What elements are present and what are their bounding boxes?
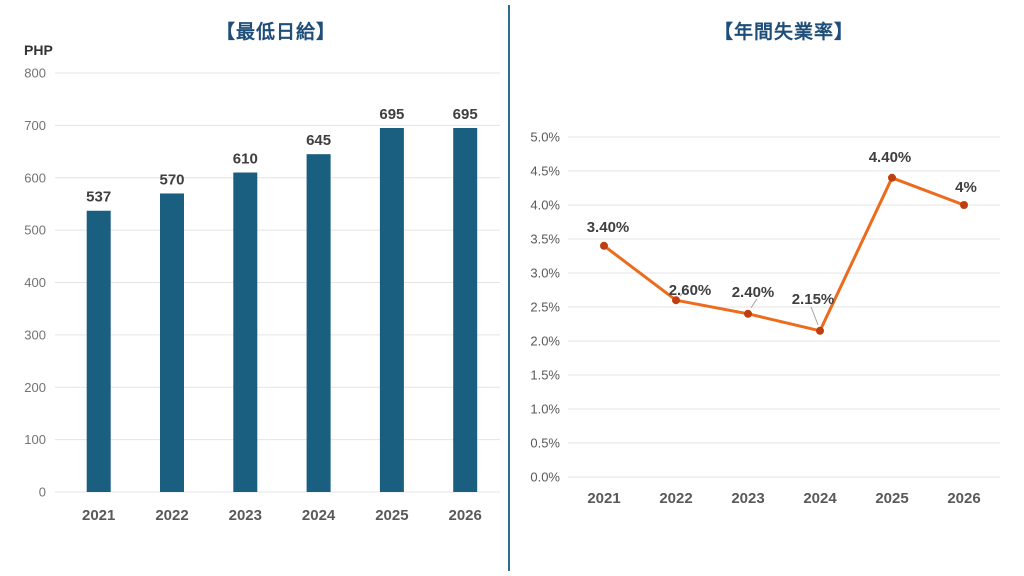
y-tick-label: 800 <box>24 66 46 81</box>
x-tick-label: 2024 <box>803 490 837 507</box>
unemployment-rate-chart-title: 【年間失業率】 <box>713 22 854 43</box>
x-tick-label: 2026 <box>947 490 980 507</box>
y-tick-label: 3.5% <box>530 232 560 247</box>
x-tick-label: 2025 <box>375 507 408 524</box>
point-value-label: 4% <box>955 179 977 196</box>
label-leader-line <box>679 285 689 297</box>
x-tick-label: 2023 <box>229 507 262 524</box>
point-value-label: 2.60% <box>669 282 712 299</box>
x-tick-label: 2025 <box>875 490 908 507</box>
y-tick-label: 3.0% <box>530 266 560 281</box>
point-value-label: 3.40% <box>587 219 630 236</box>
x-tick-label: 2021 <box>82 507 115 524</box>
x-tick-label: 2021 <box>587 490 620 507</box>
data-point-marker <box>816 326 824 335</box>
min-daily-wage-bar-chart: 0 100 200 300 400 500 600 700 800 537 2021 570 2022 6… <box>24 66 500 524</box>
bar-value-label: 610 <box>233 151 258 168</box>
point-value-label: 4.40% <box>869 149 912 166</box>
y-tick-label: 500 <box>24 223 46 238</box>
bar <box>233 172 258 492</box>
y-tick-label: 0 <box>39 485 46 500</box>
y-tick-label: 600 <box>24 170 46 185</box>
vertical-divider <box>508 5 510 571</box>
y-tick-label: 2.0% <box>530 334 560 349</box>
y-tick-label: 300 <box>24 327 46 342</box>
bar <box>453 127 478 493</box>
y-tick-label: 700 <box>24 118 46 133</box>
bar <box>160 193 184 492</box>
y-tick-label: 1.0% <box>530 402 560 417</box>
point-value-label: 2.15% <box>792 291 835 308</box>
y-tick-label: 100 <box>24 432 46 447</box>
data-point-marker <box>960 201 968 209</box>
x-tick-label: 2022 <box>659 490 692 507</box>
unemployment-rate-line-chart: 0.0% 0.5% 1.0% 1.5% 2.0% 2.5% 3.0% 3.5% 4.0% 4.5%… <box>530 130 1000 507</box>
x-tick-label: 2023 <box>731 490 764 507</box>
y-tick-label: 200 <box>24 380 46 395</box>
y-tick-label: 1.5% <box>530 368 560 383</box>
x-tick-label: 2026 <box>449 507 482 524</box>
y-tick-label: 400 <box>24 275 46 290</box>
y-tick-label: 0.5% <box>530 436 560 451</box>
y-tick-label: 4.5% <box>530 164 560 179</box>
label-leader-line <box>750 298 758 309</box>
data-point-marker <box>600 241 608 250</box>
bar <box>306 154 331 492</box>
y-tick-label: 5.0% <box>530 130 560 145</box>
x-tick-label: 2024 <box>302 507 336 524</box>
data-point-marker <box>744 309 752 318</box>
min-daily-wage-chart-title: 【最低日給】 <box>215 22 336 43</box>
data-point-marker <box>888 173 896 182</box>
bar-value-label: 570 <box>159 171 184 188</box>
bar-value-label: 695 <box>453 106 478 123</box>
y-tick-label: 0.0% <box>530 470 560 485</box>
y-axis-unit-label: PHP <box>24 42 53 58</box>
bar <box>379 127 404 493</box>
data-point-marker <box>672 296 680 305</box>
point-value-label: 2.40% <box>732 284 775 301</box>
y-tick-label: 4.0% <box>530 198 560 213</box>
label-leader-line <box>810 306 819 325</box>
bar-value-label: 695 <box>379 106 404 123</box>
bar-value-label: 645 <box>306 132 331 149</box>
bar-value-label: 537 <box>86 189 111 206</box>
bar <box>86 210 111 492</box>
line-series <box>602 176 966 333</box>
y-tick-label: 2.5% <box>530 300 560 315</box>
x-tick-label: 2022 <box>155 507 188 524</box>
